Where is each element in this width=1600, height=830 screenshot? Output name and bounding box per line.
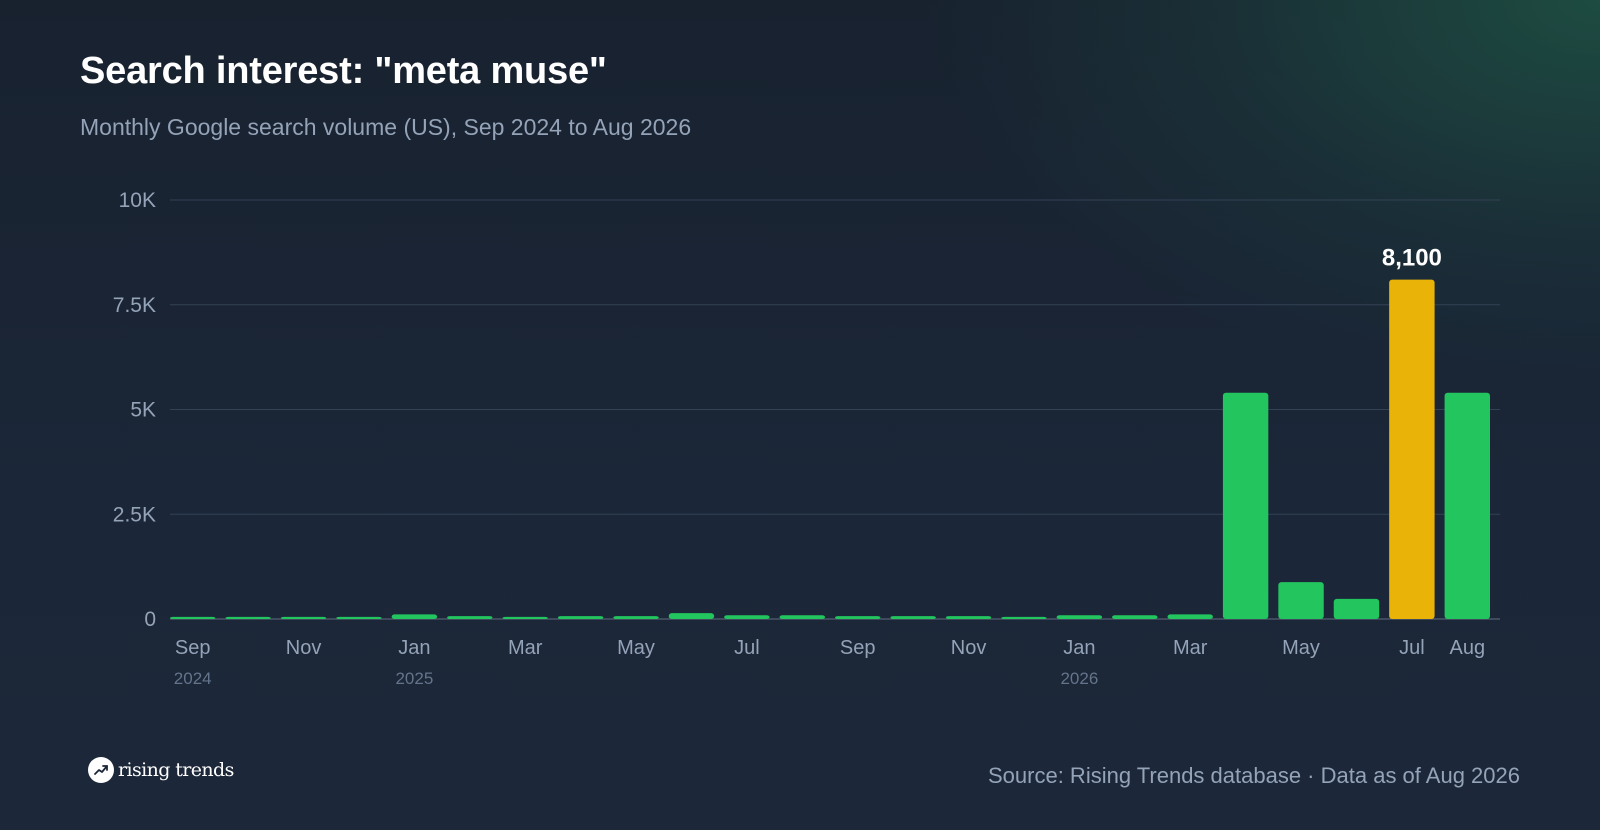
x-tick-label: Sep: [175, 637, 211, 659]
bar: [336, 616, 382, 619]
x-year-label: 2024: [174, 669, 212, 688]
chart-title: Search interest: "meta muse": [80, 50, 607, 92]
bar: [502, 616, 548, 619]
bar: [391, 614, 438, 619]
x-tick-label: Sep: [840, 637, 876, 659]
logo-text: rising trends: [118, 759, 234, 781]
bar: [225, 616, 271, 619]
y-tick-label: 0: [144, 608, 156, 631]
x-tick-label: Jul: [734, 637, 760, 659]
bar: [1001, 616, 1047, 619]
x-tick-label: Nov: [286, 637, 322, 659]
x-tick-label: Mar: [1173, 637, 1208, 659]
chart-subtitle: Monthly Google search volume (US), Sep 2…: [80, 114, 692, 140]
bar: [613, 616, 659, 619]
bar: [890, 616, 936, 619]
bar: [1278, 582, 1324, 619]
x-tick-label: May: [1282, 637, 1320, 659]
bar: [1167, 614, 1213, 619]
x-tick-label: Jul: [1399, 637, 1425, 659]
x-tick-label: Mar: [508, 637, 543, 659]
x-tick-label: Jan: [1063, 637, 1095, 659]
y-tick-label: 10K: [119, 189, 156, 212]
bar: [668, 613, 715, 619]
x-tick-label: Jan: [398, 637, 430, 659]
bar: [557, 616, 604, 619]
highlight-bar: [1389, 279, 1435, 619]
bar: [447, 616, 493, 619]
x-tick-label: Nov: [951, 637, 987, 659]
x-tick-label: May: [617, 637, 655, 659]
y-tick-label: 2.5K: [113, 503, 156, 526]
bar-chart: 0 2.5K 5K 7.5K 10K 8,100 Sep 2024 Nov Jan 2025 Mar M…: [113, 189, 1500, 688]
bar: [835, 616, 881, 619]
bar: [1444, 392, 1490, 619]
bar: [1333, 598, 1380, 619]
source-note: Source: Rising Trends database · Data as…: [988, 763, 1520, 788]
trending-up-icon: [88, 757, 114, 783]
bar: [170, 616, 216, 619]
bar: [1222, 392, 1269, 619]
bar: [779, 615, 825, 619]
data-label: 8,100: [1382, 245, 1442, 272]
bar: [280, 616, 327, 619]
x-tick-label: Aug: [1449, 637, 1485, 659]
bar: [724, 615, 770, 619]
x-year-label: 2026: [1060, 669, 1098, 688]
y-tick-label: 7.5K: [113, 294, 156, 317]
rising-trends-logo: rising trends: [88, 757, 234, 783]
x-year-label: 2025: [395, 669, 433, 688]
bar: [945, 616, 992, 619]
bar: [1112, 615, 1158, 619]
bar: [1056, 615, 1103, 619]
y-tick-label: 5K: [130, 399, 156, 422]
